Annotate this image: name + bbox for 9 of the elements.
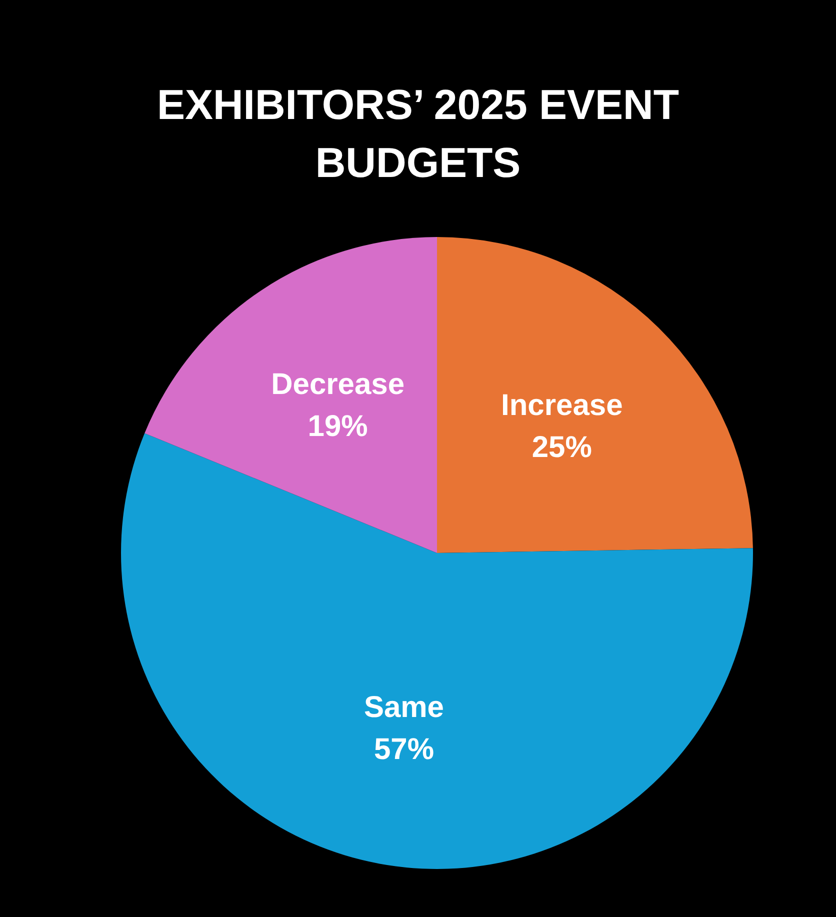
- chart-title: EXHIBITORS’ 2025 EVENT BUDGETS: [156, 81, 680, 186]
- pie-slice: [437, 237, 753, 553]
- pie-slice: [144, 237, 437, 553]
- data-label: 57%: [374, 732, 434, 766]
- slice-label: Increase: [501, 389, 623, 422]
- slice-label: Decrease: [271, 368, 405, 402]
- slice-label: Same: [364, 690, 444, 724]
- data-label: 19%: [308, 410, 368, 444]
- data-label: 25%: [532, 431, 592, 464]
